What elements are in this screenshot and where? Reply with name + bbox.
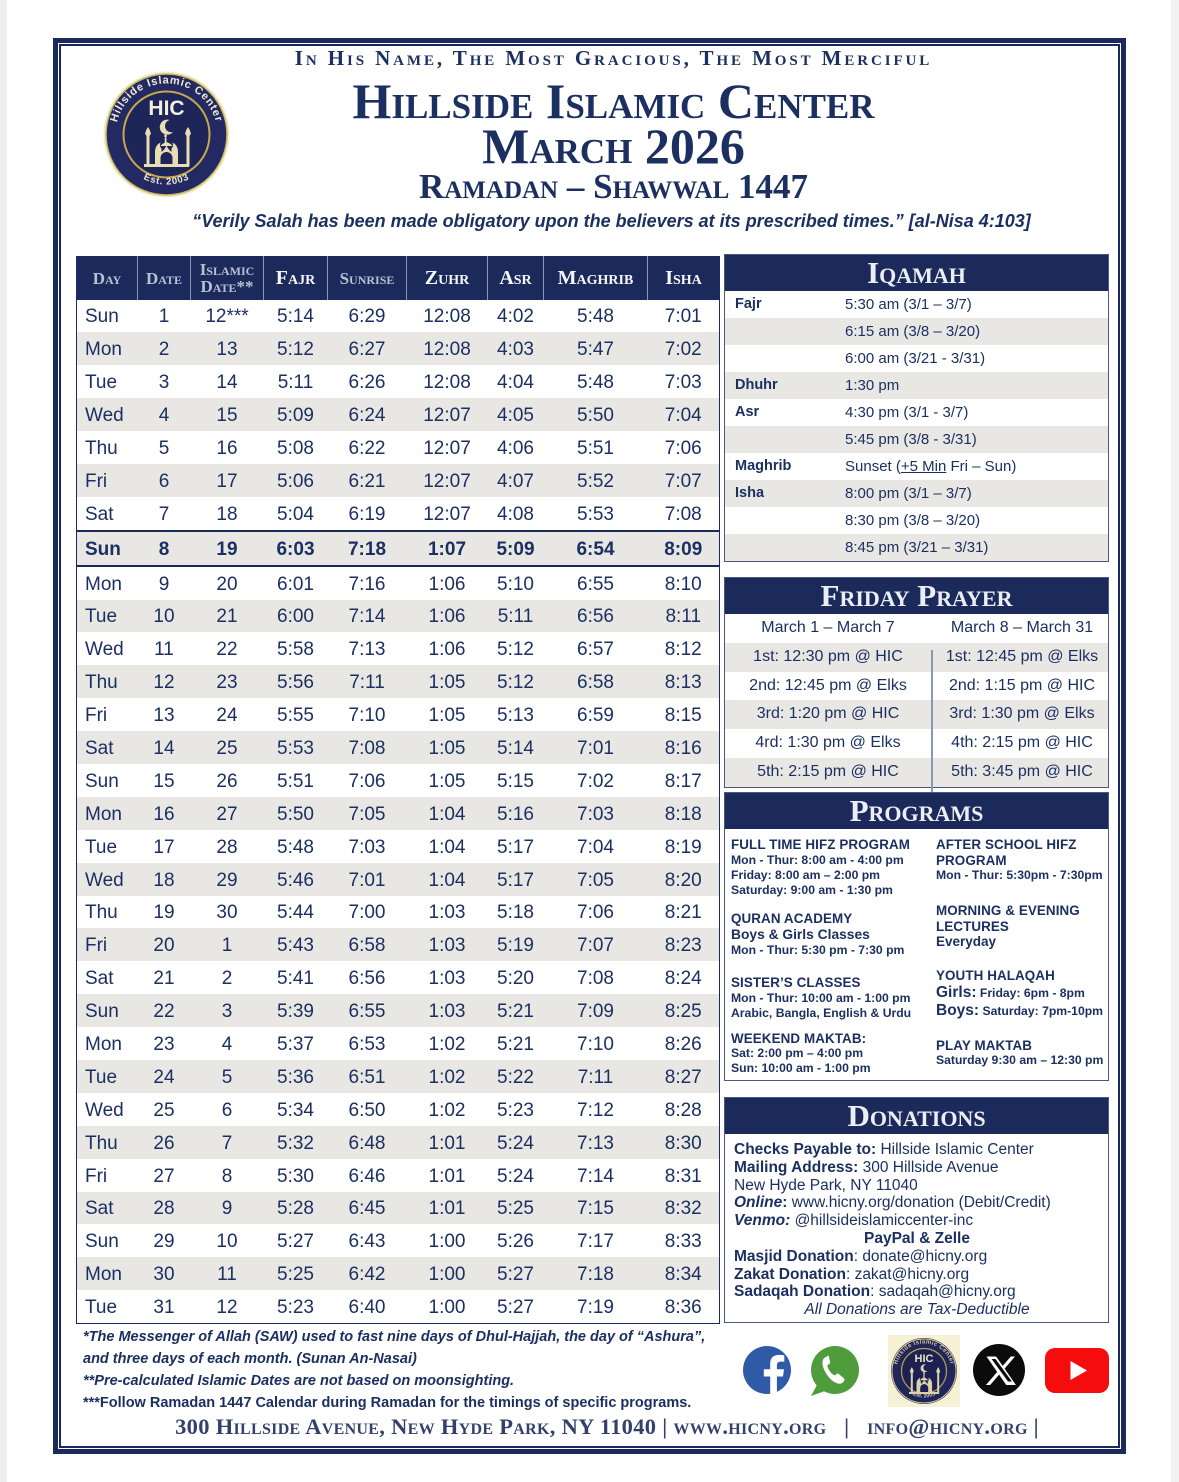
svg-text:Est. 2003: Est. 2003 — [912, 1391, 937, 1399]
svg-text:Est. 2003: Est. 2003 — [142, 172, 191, 188]
svg-text:HIC: HIC — [915, 1353, 934, 1365]
svg-text:HIC: HIC — [148, 97, 184, 120]
